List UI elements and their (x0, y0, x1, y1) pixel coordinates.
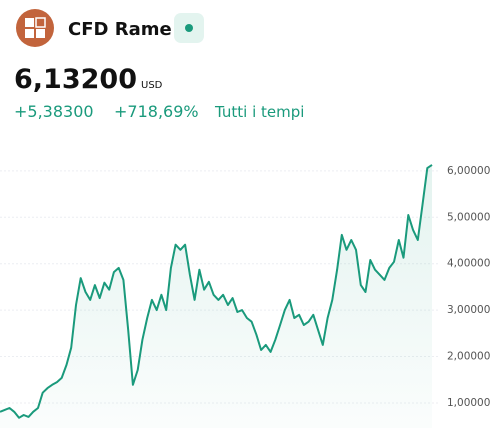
status-dot (185, 24, 193, 32)
area (0, 164, 432, 428)
y-tick-label: 1,00000 (447, 397, 490, 409)
y-tick-label: 2,00000 (447, 351, 490, 363)
currency: USD (141, 80, 163, 91)
change: +5,38300 (14, 102, 94, 121)
y-tick-label: 4,00000 (447, 258, 490, 270)
price-line (0, 164, 433, 419)
change-percent: +718,69% (114, 102, 199, 121)
y-tick-label: 3,00000 (447, 304, 490, 316)
instrument-name: CFD Rame (68, 19, 172, 40)
icon (16, 9, 54, 47)
period: Tutti i tempi (214, 103, 304, 121)
price: 6,13200 (14, 64, 137, 95)
y-tick-label: 5,00000 (447, 211, 490, 223)
y-tick-label: 6,00000 (447, 165, 490, 177)
